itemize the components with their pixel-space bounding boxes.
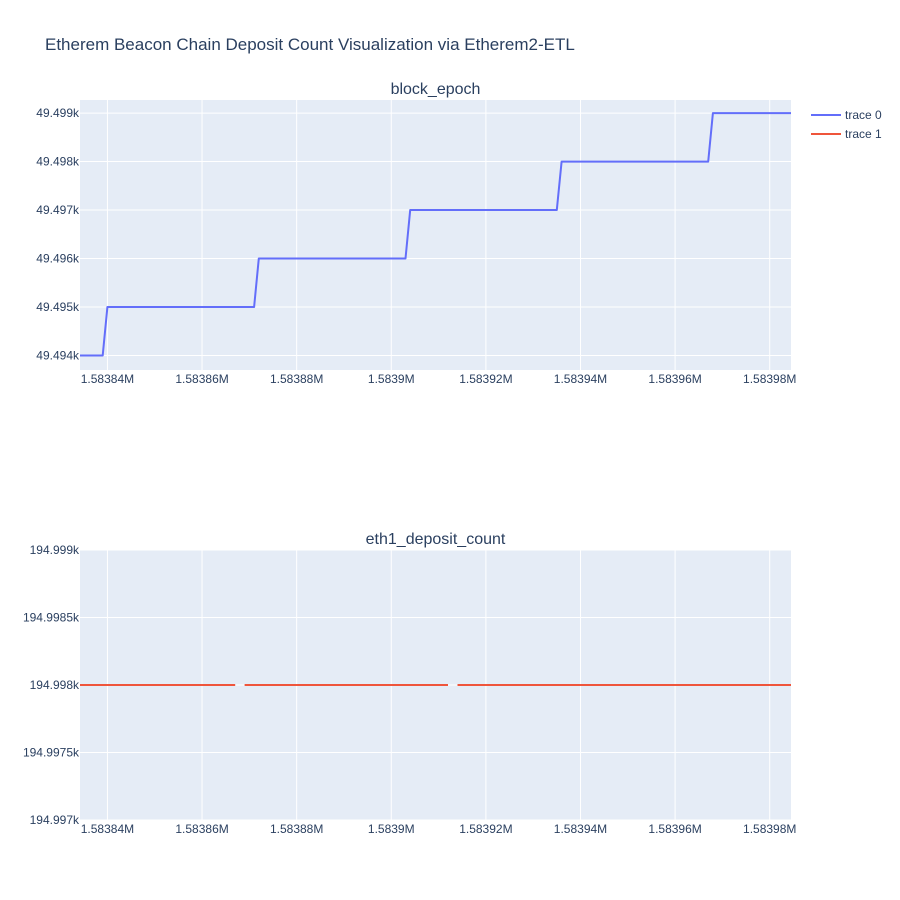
legend-label: trace 1 (845, 127, 882, 141)
y-tick-label: 194.9975k (23, 746, 80, 760)
subplot-title: block_epoch (391, 81, 481, 98)
x-tick-label: 1.58386M (175, 372, 228, 386)
x-tick-label: 1.58388M (270, 822, 323, 836)
legend: trace 0 trace 1 (811, 108, 882, 141)
x-tick-label: 1.58388M (270, 372, 323, 386)
y-tick-label: 194.999k (30, 543, 80, 557)
y-tick-label: 49.497k (36, 203, 80, 217)
y-tick-label: 49.499k (36, 106, 80, 120)
data-marks (80, 112, 791, 357)
y-tick-label: 194.998k (30, 678, 80, 692)
legend-item-trace-1[interactable]: trace 1 (811, 127, 882, 141)
y-tick-labels: 49.494k 49.495k 49.496k 49.497k 49.498k 49.49… (36, 106, 80, 362)
x-tick-label: 1.58394M (554, 372, 607, 386)
y-tick-labels: 194.997k 194.9975k 194.998k 194.9985k 194.99… (23, 543, 80, 827)
y-tick-label: 49.494k (36, 348, 80, 362)
plot-area (80, 100, 791, 370)
y-tick-label: 194.9985k (23, 611, 80, 625)
x-tick-label: 1.58384M (81, 822, 134, 836)
subplot-eth1-deposit-count: 1.58384M 1.58386M 1.58388M 1.5839M 1.58392M 1… (23, 531, 796, 836)
y-tick-label: 194.997k (30, 813, 80, 827)
x-tick-label: 1.58392M (459, 822, 512, 836)
legend-label: trace 0 (845, 108, 882, 122)
x-tick-label: 1.5839M (368, 822, 415, 836)
legend-item-trace-0[interactable]: trace 0 (811, 108, 882, 122)
x-tick-label: 1.58394M (554, 822, 607, 836)
x-tick-label: 1.58384M (81, 372, 134, 386)
x-tick-labels: 1.58384M 1.58386M 1.58388M 1.5839M 1.58392M 1… (81, 822, 797, 836)
x-tick-label: 1.58396M (648, 372, 701, 386)
chart-title: Etherem Beacon Chain Deposit Count Visua… (45, 35, 575, 54)
x-tick-label: 1.5839M (368, 372, 415, 386)
y-tick-label: 49.496k (36, 252, 80, 266)
y-tick-label: 49.495k (36, 300, 80, 314)
y-tick-label: 49.498k (36, 155, 80, 169)
x-tick-label: 1.58398M (743, 822, 796, 836)
x-tick-label: 1.58398M (743, 372, 796, 386)
x-tick-label: 1.58386M (175, 822, 228, 836)
subplot-block-epoch: 1.58384M 1.58386M 1.58388M 1.5839M 1.58392M 1… (36, 81, 796, 386)
subplot-title: eth1_deposit_count (366, 531, 506, 548)
x-tick-label: 1.58392M (459, 372, 512, 386)
x-tick-labels: 1.58384M 1.58386M 1.58388M 1.5839M 1.58392M 1… (81, 372, 797, 386)
series-line (80, 112, 791, 357)
x-tick-label: 1.58396M (648, 822, 701, 836)
